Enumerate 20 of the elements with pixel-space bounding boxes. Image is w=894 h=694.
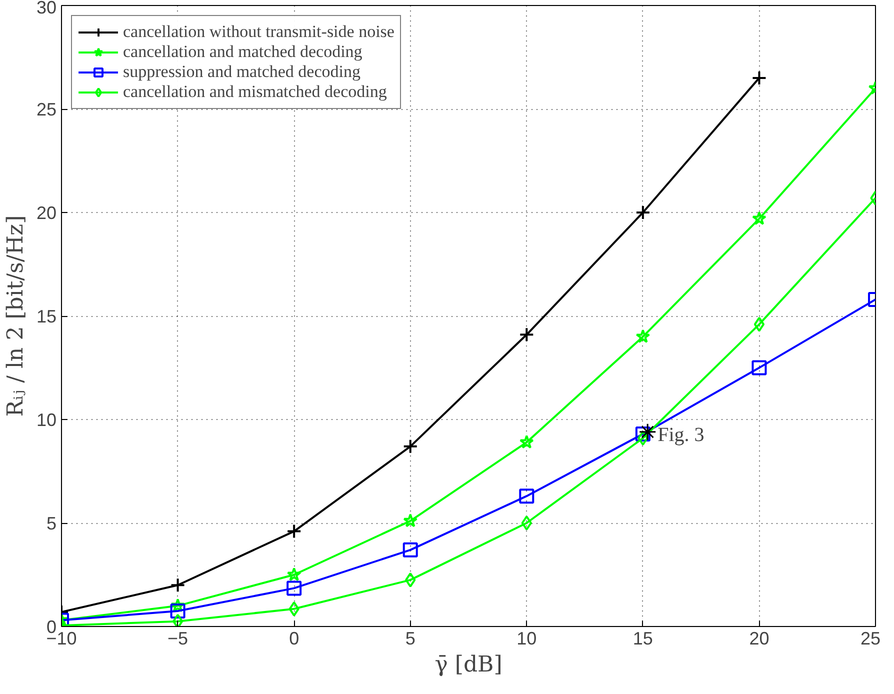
y-axis-title: Rᵢⱼ / ln 2 [bit/s/Hz] [3, 215, 28, 417]
legend-label: suppression and matched decoding [123, 62, 360, 82]
x-tick-label: 5 [405, 628, 416, 648]
x-tick-label: 10 [516, 628, 537, 648]
x-axis-title: γ̄ [dB] [434, 652, 502, 678]
legend-label: cancellation and matched decoding [123, 42, 362, 62]
legend-label: cancellation without transmit-side noise [123, 22, 394, 42]
y-tick-label: 5 [46, 514, 57, 534]
legend-label: cancellation and mismatched decoding [123, 82, 387, 102]
y-tick-label: 30 [36, 0, 57, 18]
y-tick-label: 10 [36, 410, 57, 430]
x-tick-label: 15 [632, 628, 653, 648]
y-tick-label: 20 [36, 203, 57, 223]
y-tick-label: 15 [36, 306, 57, 326]
x-tick-label: 25 [860, 628, 881, 648]
x-tick-label: −5 [168, 628, 188, 648]
annotation: Fig. 3 [658, 424, 704, 446]
x-tick-label: 0 [289, 628, 300, 648]
y-tick-label: 25 [36, 100, 57, 120]
x-tick-label: 20 [749, 628, 770, 648]
